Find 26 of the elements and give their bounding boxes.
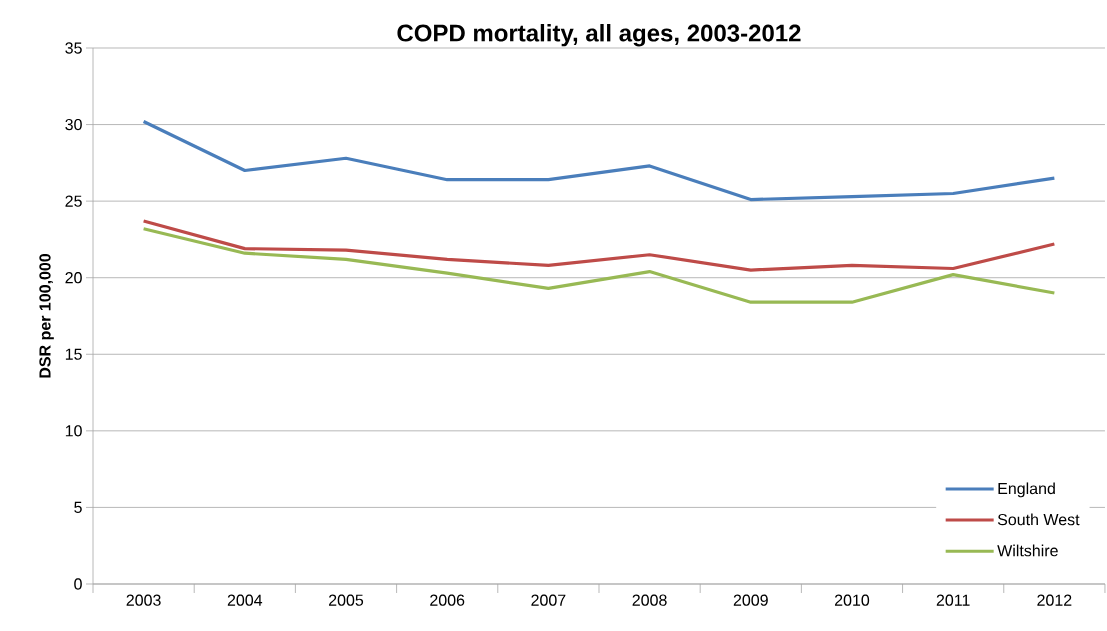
x-tick-label: 2011 xyxy=(936,594,970,606)
legend-label: Wiltshire xyxy=(997,544,1058,557)
legend-label: South West xyxy=(997,513,1080,526)
y-tick-label: 20 xyxy=(65,272,82,284)
y-tick-label: 0 xyxy=(74,578,82,590)
chart-title: COPD mortality, all ages, 2003-2012 xyxy=(397,23,801,47)
y-tick-label: 30 xyxy=(65,118,82,131)
legend-label: England xyxy=(998,482,1055,498)
y-tick-label: 5 xyxy=(74,501,82,513)
x-tick-label: 2010 xyxy=(834,594,870,606)
x-tick-label: 2009 xyxy=(733,594,768,606)
x-tick-label: 2005 xyxy=(329,594,364,606)
y-tick-label: 25 xyxy=(65,195,82,207)
x-tick-label: 2003 xyxy=(126,594,161,606)
x-tick-label: 2006 xyxy=(430,594,465,606)
line-series xyxy=(142,227,1056,304)
y-tick-label: 35 xyxy=(65,42,82,54)
y-tick-label: 15 xyxy=(65,348,82,360)
x-tick-label: 2008 xyxy=(632,594,667,606)
y-tick-label: 10 xyxy=(65,425,82,437)
y-axis-title: DSR per 100,000 xyxy=(39,253,54,378)
x-tick-label: 2004 xyxy=(227,594,263,606)
line-series xyxy=(142,219,1056,272)
x-tick-label: 2007 xyxy=(531,594,566,606)
x-tick-label: 2012 xyxy=(1037,594,1072,606)
line-series xyxy=(142,119,1056,202)
